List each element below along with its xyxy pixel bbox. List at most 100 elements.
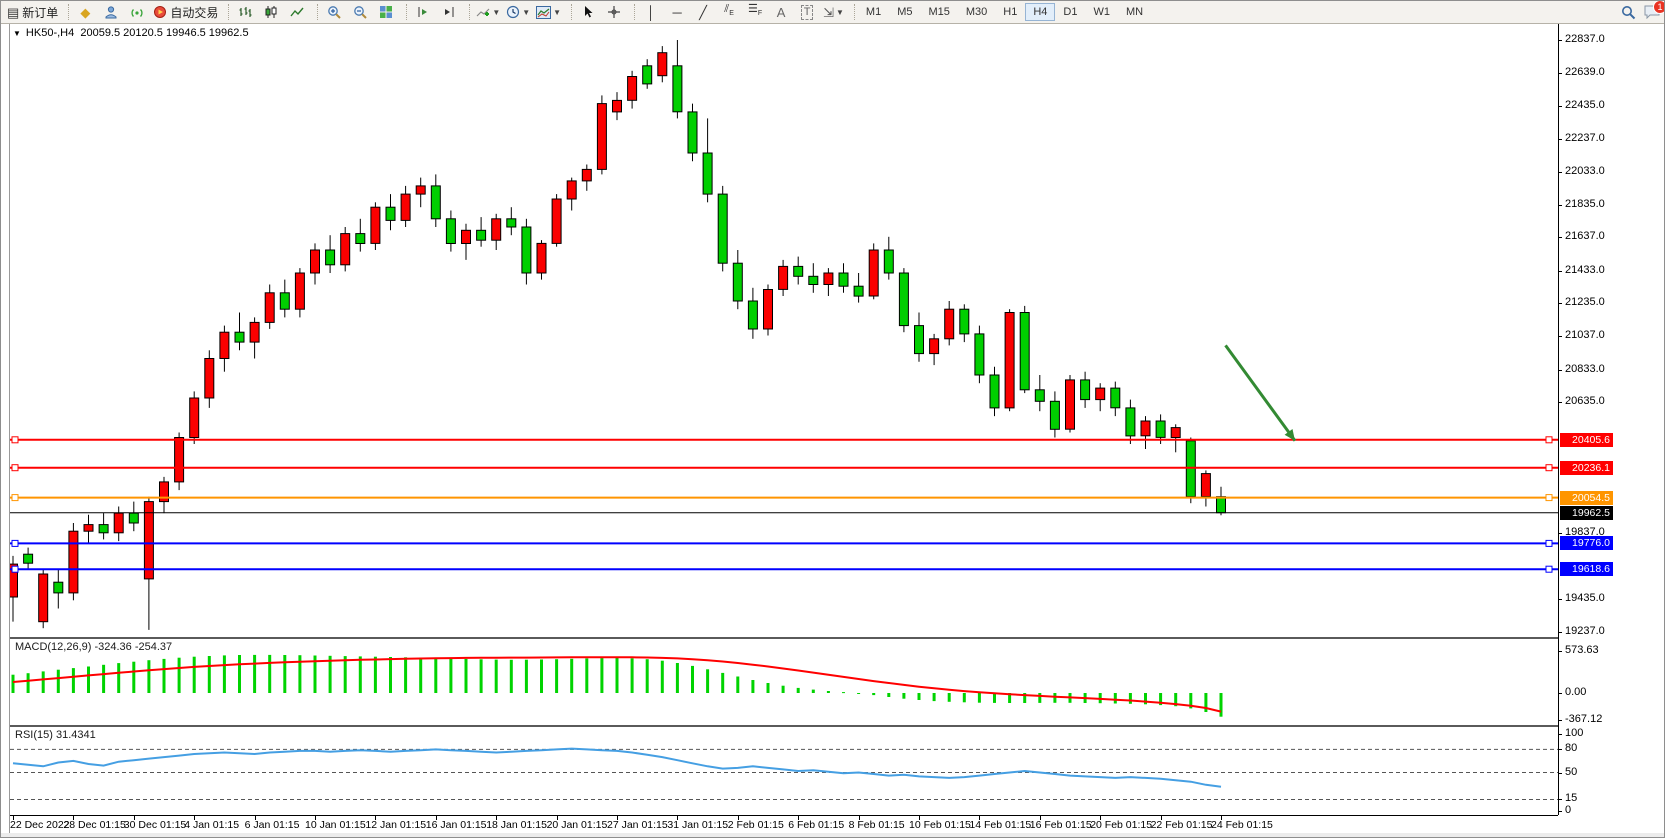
line-handle[interactable]: [11, 565, 19, 573]
line-handle[interactable]: [1545, 565, 1553, 573]
algo-trading-button[interactable]: 自动交易: [150, 2, 221, 22]
macd-hist-bar: [1128, 693, 1132, 704]
templates-icon: [536, 5, 552, 19]
macd-hist-bar: [117, 663, 121, 693]
timeframe-h4[interactable]: H4: [1025, 3, 1056, 21]
indicators-button[interactable]: ▼: [473, 2, 503, 22]
new-order-label: 新订单: [22, 5, 59, 20]
candle-body: [1004, 312, 1015, 409]
bar-chart-icon: [239, 7, 252, 17]
macd-hist-bar: [343, 656, 347, 693]
macd-hist-bar: [389, 657, 392, 693]
arrows-tool[interactable]: ⇲ ▼: [820, 2, 847, 22]
line-handle[interactable]: [11, 539, 19, 547]
candle-body: [732, 262, 743, 302]
axis-tick: [1558, 73, 1562, 74]
signals-button[interactable]: [124, 2, 150, 22]
axis-tick: [1558, 271, 1562, 272]
macd-hist-bar: [177, 657, 181, 693]
cursor-tool-button[interactable]: [575, 2, 601, 22]
candle-body: [1034, 389, 1045, 402]
text-tool[interactable]: A: [768, 2, 794, 22]
line-chart-button[interactable]: [284, 2, 310, 22]
macd-hist-bar: [691, 665, 694, 693]
rsi-pane[interactable]: RSI(15) 31.4341: [10, 725, 1558, 815]
main-chart-pane[interactable]: [10, 24, 1558, 637]
channel-tool[interactable]: ⫽E: [716, 2, 742, 22]
label-tool[interactable]: T: [794, 2, 820, 22]
rsi-chart[interactable]: [10, 727, 1558, 815]
tile-windows-button[interactable]: [373, 2, 399, 22]
candle-body: [279, 292, 290, 310]
axis-tick: [1558, 370, 1562, 371]
candle-body: [944, 308, 955, 340]
timeframe-h1[interactable]: H1: [1003, 6, 1018, 18]
timeframe-m5[interactable]: M5: [897, 6, 913, 18]
line-handle[interactable]: [11, 464, 19, 472]
trendline-tool[interactable]: ╱: [690, 2, 716, 22]
vertical-line-tool[interactable]: │: [638, 2, 664, 22]
macd-hist-bar: [71, 668, 75, 693]
timeframe-m15[interactable]: M15: [928, 6, 950, 18]
line-handle[interactable]: [1545, 539, 1553, 547]
rsi-line: [12, 747, 1222, 788]
macd-hist-bar: [1113, 693, 1117, 704]
time-tick: [858, 816, 860, 820]
macd-hist-bar: [404, 657, 408, 693]
candle-body: [642, 65, 653, 85]
line-handle[interactable]: [11, 436, 19, 444]
templates-button[interactable]: ▼: [533, 2, 564, 22]
periods-button[interactable]: ▼: [503, 2, 533, 22]
macd-hist-bar: [872, 693, 876, 696]
zoom-in-button[interactable]: [321, 2, 347, 22]
trend-arrow[interactable]: [1224, 344, 1297, 442]
timeframe-m1[interactable]: M1: [865, 6, 882, 18]
new-order-button[interactable]: ▤ 新订单: [4, 2, 61, 22]
macd-hist-bar: [721, 672, 725, 693]
candle-body: [53, 581, 64, 594]
fibonacci-tool[interactable]: ☰F: [742, 2, 768, 22]
candle-chart-button[interactable]: [258, 2, 284, 22]
collapse-ohlc-icon[interactable]: ▼: [13, 29, 21, 38]
crosshair-tool-button[interactable]: [601, 2, 627, 22]
line-handle[interactable]: [1545, 436, 1553, 444]
timeframe-m30[interactable]: M30: [965, 6, 988, 18]
axis-tick: [1558, 632, 1562, 633]
candle-body: [596, 103, 607, 170]
horizontal-line-tool[interactable]: ─: [664, 2, 690, 22]
macd-hist-bar: [358, 656, 362, 693]
time-axis[interactable]: 22 Dec 2022 28 Dec 01:15 30 Dec 01:15 4 Jan…: [10, 815, 1558, 833]
candle-body: [204, 358, 215, 399]
bar-chart-button[interactable]: [232, 2, 258, 22]
ohlc-info: ▼ HK50-,H4 20059.5 20120.5 19946.5 19962.…: [13, 27, 249, 39]
time-tick: [1221, 816, 1222, 820]
profile-button[interactable]: [98, 2, 124, 22]
candle-body: [717, 193, 728, 264]
macd-hist-bar: [313, 655, 317, 693]
timeframe-d1[interactable]: D1: [1063, 6, 1078, 18]
time-label: 28 Dec 01:15: [63, 819, 126, 831]
macd-hist-bar: [977, 693, 981, 703]
candle-body: [189, 397, 200, 438]
price-badge-19776.0: 19776.0: [1560, 536, 1613, 550]
line-handle[interactable]: [1545, 494, 1553, 502]
chart-shift-button[interactable]: [436, 2, 462, 22]
chat-button[interactable]: 1: [1644, 1, 1664, 19]
macd-hist-bar: [615, 657, 619, 693]
price-axis-column[interactable]: [1559, 24, 1664, 833]
separator: [630, 4, 636, 20]
candle-body: [1185, 440, 1196, 498]
candle-chart-icon: [265, 6, 277, 18]
line-handle[interactable]: [11, 494, 19, 502]
market-button[interactable]: ◆: [72, 2, 98, 22]
candlestick-chart[interactable]: [10, 24, 1558, 637]
line-handle[interactable]: [1545, 464, 1553, 472]
timeframe-w1[interactable]: W1: [1093, 6, 1110, 18]
macd-hist-bar: [1204, 693, 1208, 712]
timeframe-mn[interactable]: MN: [1125, 6, 1144, 18]
zoom-out-button[interactable]: [347, 2, 373, 22]
search-icon[interactable]: [1621, 5, 1636, 20]
macd-chart[interactable]: [10, 639, 1558, 725]
macd-pane[interactable]: MACD(12,26,9) -324.36 -254.37: [10, 637, 1558, 725]
auto-scroll-button[interactable]: [410, 2, 436, 22]
